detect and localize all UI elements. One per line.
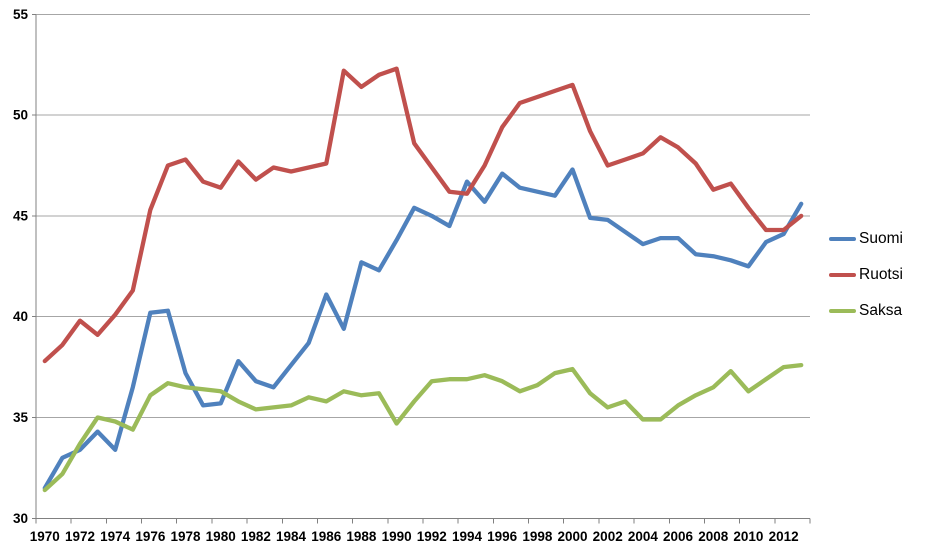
x-axis-label: 1978 bbox=[170, 529, 201, 544]
legend-label-saksa: Saksa bbox=[859, 302, 903, 319]
x-axis-label: 1980 bbox=[206, 529, 236, 544]
series-line-ruotsi bbox=[42, 66, 804, 364]
legend-item-saksa: Saksa bbox=[829, 300, 903, 322]
legend-line-swatch-saksa bbox=[829, 308, 856, 314]
x-axis-label: 1990 bbox=[382, 529, 412, 544]
x-axis-label: 2004 bbox=[628, 529, 659, 544]
x-axis-label: 1974 bbox=[100, 529, 131, 544]
x-axis-label: 1976 bbox=[135, 529, 166, 544]
x-axis-label: 1988 bbox=[346, 529, 377, 544]
x-axis-label: 2006 bbox=[663, 529, 694, 544]
x-axis-label: 2008 bbox=[698, 529, 729, 544]
x-axis-label: 1996 bbox=[487, 529, 518, 544]
x-axis-label: 1994 bbox=[452, 529, 483, 544]
legend-item-suomi: Suomi bbox=[829, 228, 903, 250]
y-axis-label: 30 bbox=[13, 511, 28, 526]
legend-line-swatch-suomi bbox=[829, 236, 856, 242]
x-axis-label: 2002 bbox=[593, 529, 623, 544]
y-axis-label: 55 bbox=[13, 7, 29, 22]
x-axis-label: 1992 bbox=[417, 529, 447, 544]
y-axis-label: 40 bbox=[13, 309, 28, 324]
legend-line-swatch-ruotsi bbox=[829, 272, 856, 278]
x-axis-label: 2000 bbox=[557, 529, 587, 544]
series-line-saksa bbox=[42, 362, 804, 493]
x-axis-label: 1972 bbox=[65, 529, 95, 544]
series-line-suomi bbox=[42, 167, 804, 491]
legend-label-ruotsi: Ruotsi bbox=[859, 266, 903, 283]
x-axis-label: 1984 bbox=[276, 529, 307, 544]
x-axis-label: 1986 bbox=[311, 529, 342, 544]
legend-label-suomi: Suomi bbox=[859, 230, 903, 247]
y-axis-label: 50 bbox=[13, 108, 28, 123]
y-axis-label: 35 bbox=[13, 410, 29, 425]
x-axis-label: 2010 bbox=[733, 529, 763, 544]
legend-item-ruotsi: Ruotsi bbox=[829, 264, 903, 286]
x-axis-label: 2012 bbox=[769, 529, 799, 544]
x-axis-label: 1998 bbox=[522, 529, 553, 544]
x-axis-label: 1970 bbox=[30, 529, 60, 544]
legend: Suomi Ruotsi Saksa bbox=[829, 228, 903, 322]
y-axis-label: 45 bbox=[13, 208, 29, 223]
x-axis-label: 1982 bbox=[241, 529, 271, 544]
